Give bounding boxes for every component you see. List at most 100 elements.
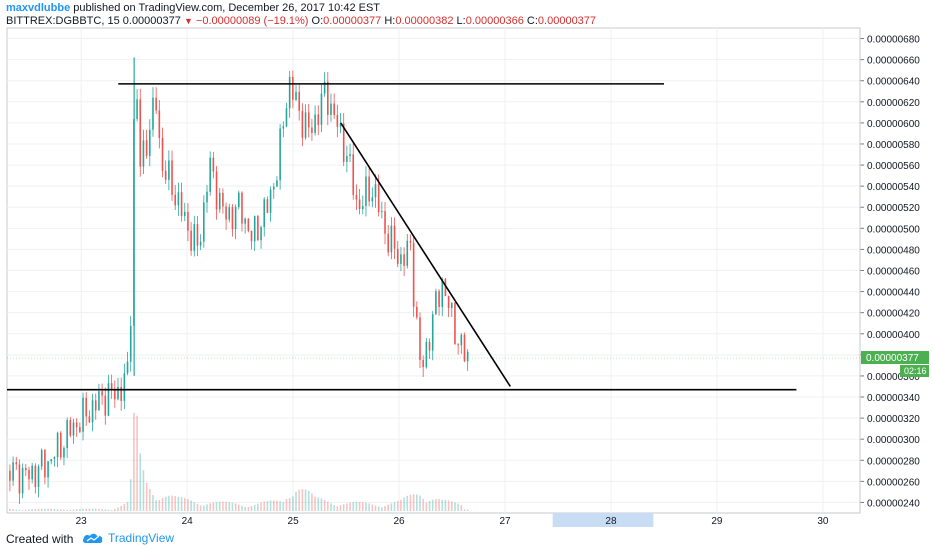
volume-bar xyxy=(117,507,119,511)
price-tick-label: 0.00000480 xyxy=(867,245,920,256)
volume-bar xyxy=(307,491,310,511)
close-label: C: xyxy=(526,15,538,27)
volume-bar xyxy=(66,509,68,511)
volume-bar xyxy=(282,502,285,511)
time-tick-label: 28 xyxy=(605,516,617,527)
brand-text: TradingView xyxy=(108,531,175,545)
candle-body xyxy=(123,373,126,401)
time-tick-label: 24 xyxy=(182,516,194,527)
price-chart[interactable]: 0.00000680 0.00000660 0.00000640 0.00000620… xyxy=(0,0,932,528)
candle-body xyxy=(406,240,409,266)
low-value: 0.00000366 xyxy=(465,15,524,27)
candle-body xyxy=(282,126,285,129)
candle-body xyxy=(15,462,18,465)
volume-bar xyxy=(34,508,37,511)
publish-line: maxvdlubbe published on TradingView.com,… xyxy=(6,2,596,15)
candle-body xyxy=(91,400,94,423)
candle-body xyxy=(206,191,208,203)
change-value: −0.00000089 (−19.1%) xyxy=(195,15,309,27)
price-tick-label: 0.00000500 xyxy=(867,224,920,235)
candle-body xyxy=(155,97,157,111)
candle-body xyxy=(69,420,72,436)
price-tick-label: 0.00000280 xyxy=(867,456,920,467)
volume-bar xyxy=(237,504,240,511)
volume-bar xyxy=(384,506,386,511)
price-tick-label: 0.00000240 xyxy=(867,498,920,509)
candle-body xyxy=(56,432,59,458)
time-tick-label: 30 xyxy=(817,516,829,527)
volume-bar xyxy=(53,508,56,511)
candle-body xyxy=(203,202,205,242)
volume-bar xyxy=(85,508,88,511)
volume-bar xyxy=(126,501,129,511)
volume-bar xyxy=(317,497,320,511)
volume-bar xyxy=(218,501,221,511)
candle-body xyxy=(234,207,237,230)
price-tick-label: 0.00000600 xyxy=(867,119,920,130)
candle-body xyxy=(25,467,27,471)
volume-bar xyxy=(314,496,316,511)
volume-bar xyxy=(129,479,132,511)
author-name[interactable]: maxvdlubbe xyxy=(6,2,71,14)
candle-body xyxy=(59,432,62,458)
open-label: O: xyxy=(311,15,324,27)
volume-bar xyxy=(187,499,189,511)
candle-body xyxy=(94,400,97,411)
candle-body xyxy=(244,218,246,224)
volume-bar xyxy=(88,508,91,511)
candle-body xyxy=(292,76,294,100)
volume-bar xyxy=(47,508,49,511)
time-tick-label: 23 xyxy=(76,516,88,527)
volume-bar xyxy=(346,503,348,511)
volume-bar xyxy=(234,503,237,511)
volume-bar xyxy=(295,491,297,511)
candle-body xyxy=(225,206,227,220)
volume-bar xyxy=(101,509,103,511)
candle-body xyxy=(266,199,269,213)
candle-body xyxy=(136,99,138,120)
countdown-label: 02:16 xyxy=(904,366,927,376)
candle-body xyxy=(218,192,221,210)
volume-bar xyxy=(18,509,21,511)
candle-body xyxy=(371,197,374,202)
candle-body xyxy=(381,211,383,213)
volume-bar xyxy=(12,509,14,511)
candle-body xyxy=(333,103,335,116)
candle-body xyxy=(466,351,469,362)
candle-body xyxy=(44,449,46,478)
volume-bar xyxy=(438,499,440,511)
volume-bar xyxy=(457,503,459,511)
candle-body xyxy=(358,199,361,209)
candle-body xyxy=(50,459,53,462)
volume-bar xyxy=(203,505,205,511)
volume-bar xyxy=(120,505,122,511)
volume-bar xyxy=(466,509,469,511)
candle-body xyxy=(454,302,456,345)
volume-bar xyxy=(368,503,370,511)
volume-bar xyxy=(304,489,307,511)
candle-body xyxy=(431,314,434,351)
candle-body xyxy=(9,470,11,481)
volume-bar xyxy=(75,509,78,511)
volume-bar xyxy=(327,501,329,511)
candle-body xyxy=(110,383,113,390)
candle-body xyxy=(148,129,151,156)
candle-body xyxy=(330,103,332,115)
tradingview-brand[interactable]: TradingView xyxy=(82,531,174,545)
volume-bar xyxy=(107,509,110,511)
volume-bar xyxy=(396,501,399,511)
price-tick-label: 0.00000400 xyxy=(867,330,920,341)
volume-bar xyxy=(253,504,256,511)
candle-body xyxy=(237,192,240,208)
volume-bar xyxy=(139,453,142,511)
candle-body xyxy=(307,112,310,128)
candle-body xyxy=(88,416,91,423)
trendline-descending[interactable] xyxy=(340,122,511,387)
volume-bar xyxy=(387,504,390,511)
volume-bar xyxy=(228,502,231,511)
volume-bar xyxy=(155,500,157,511)
cloud-logo-icon xyxy=(82,533,103,543)
candle-body xyxy=(438,291,440,307)
candle-body xyxy=(82,397,84,432)
symbol-label: BITTREX:DGBBTC, 15 xyxy=(6,15,120,27)
